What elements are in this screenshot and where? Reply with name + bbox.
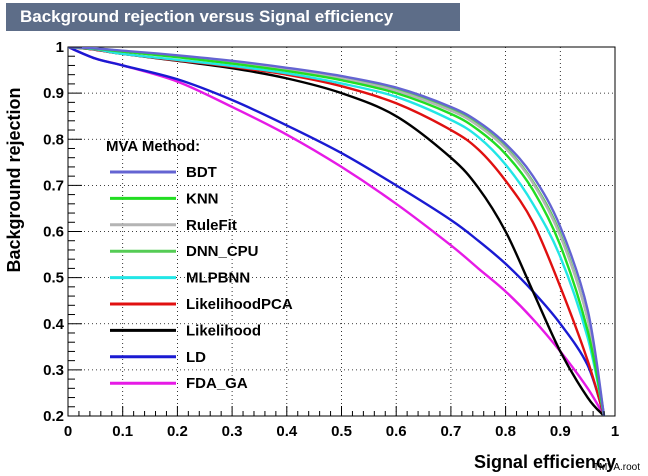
- y-tick-label: 0.2: [43, 408, 64, 425]
- series-line-ld: [68, 47, 606, 416]
- legend-label-likelihood: Likelihood: [186, 322, 261, 339]
- legend-label-knn: KNN: [186, 190, 219, 207]
- y-tick-label: 0.8: [43, 131, 64, 148]
- y-axis-label: Background rejection: [4, 87, 24, 272]
- x-tick-label: 0.3: [222, 423, 243, 440]
- legend-label-fda-ga: FDA_GA: [186, 375, 248, 392]
- legend-label-dnn-cpu: DNN_CPU: [186, 243, 259, 260]
- y-tick-label: 0.6: [43, 224, 64, 241]
- x-tick-label: 0.9: [550, 423, 571, 440]
- x-tick-label: 0.2: [167, 423, 188, 440]
- x-tick-label: 0.6: [386, 423, 407, 440]
- legend-label-bdt: BDT: [186, 164, 217, 181]
- legend-label-ld: LD: [186, 349, 206, 366]
- y-tick-label: 1: [56, 39, 64, 56]
- axis-ticks: 0 0.1 0.2 0.3 0.4 0.5 0.6 0.7 0.8 0.9 1 0.2 0.3 0.4 0.…: [43, 39, 619, 440]
- chart-title: Background rejection versus Signal effic…: [6, 3, 460, 31]
- x-tick-label: 0: [64, 423, 72, 440]
- y-tick-label: 0.3: [43, 362, 64, 379]
- y-tick-label: 0.4: [43, 316, 65, 333]
- legend-label-likelihoodpca: LikelihoodPCA: [186, 296, 293, 313]
- y-tick-label: 0.7: [43, 177, 64, 194]
- x-tick-label: 0.7: [440, 423, 461, 440]
- footer-filename: TMVA.root: [593, 462, 640, 473]
- x-tick-label: 0.8: [495, 423, 516, 440]
- x-tick-label: 1: [611, 423, 619, 440]
- legend: MVA Method: BDT KNN RuleFit DNN_CPU MLPBNN Lik…: [106, 138, 293, 392]
- y-tick-label: 0.9: [43, 85, 64, 102]
- series-line-mlpbnn: [68, 47, 606, 416]
- legend-title: MVA Method:: [106, 138, 200, 155]
- series-lines: [68, 47, 606, 416]
- y-tick-label: 0.5: [43, 270, 64, 287]
- legend-label-mlpbnn: MLPBNN: [186, 270, 250, 287]
- series-line-knn: [68, 47, 606, 416]
- x-tick-label: 0.4: [276, 423, 298, 440]
- x-axis-label: Signal efficiency: [474, 452, 616, 472]
- series-line-bdt: [68, 47, 606, 416]
- legend-label-rulefit: RuleFit: [186, 217, 237, 234]
- x-tick-label: 0.5: [331, 423, 352, 440]
- x-tick-label: 0.1: [112, 423, 133, 440]
